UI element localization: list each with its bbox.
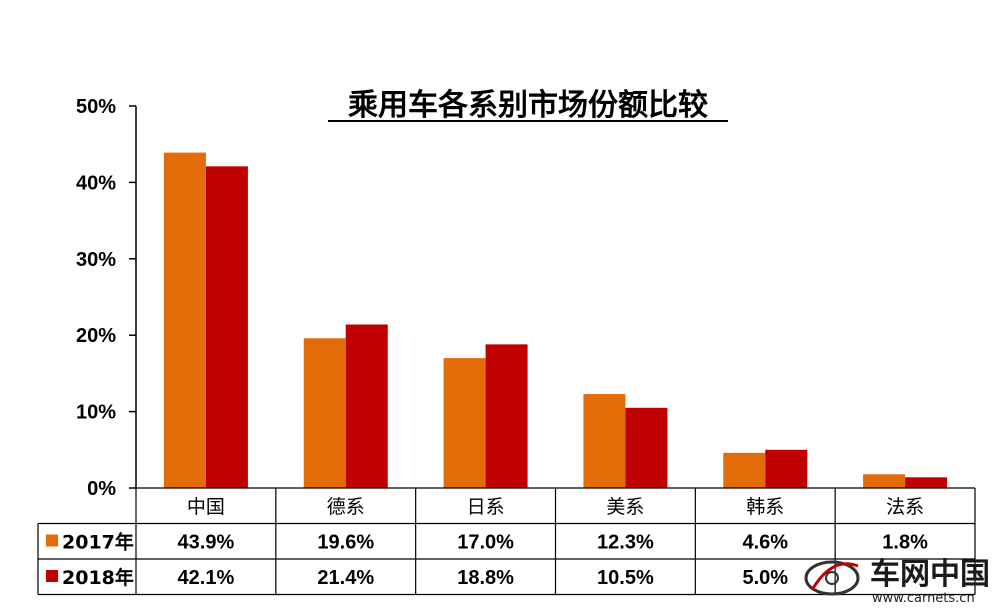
- x-category-label: 美系: [606, 496, 644, 518]
- data-label: 5.0%: [742, 567, 788, 589]
- y-tick-label: 20%: [76, 325, 116, 347]
- y-tick-label: 40%: [76, 172, 116, 194]
- data-label: 10.5%: [597, 567, 654, 589]
- bar-series2: [205, 166, 248, 488]
- y-axis: 0% 10% 20% 30% 40% 50%: [76, 96, 137, 500]
- data-label: 17.0%: [457, 532, 514, 554]
- bar-series1: [163, 152, 206, 488]
- bar-series2: [765, 449, 808, 488]
- watermark: 车网中国 www.carnets.cn: [804, 557, 990, 606]
- legend-swatch: [46, 570, 58, 582]
- data-table: 中国 德系 日系 美系 韩系 法系 2017年 43.9% 19.6% 17.0% 12.3% 4.6…: [37, 487, 976, 596]
- bar-series1: [303, 338, 346, 488]
- bar-series1: [723, 452, 766, 488]
- legend-label: 2018年: [62, 566, 134, 589]
- x-category-label: 法系: [886, 496, 924, 518]
- x-category-label: 韩系: [746, 496, 784, 518]
- chart-title: 乘用车各系别市场份额比较: [348, 88, 708, 123]
- bar-series2: [485, 344, 528, 488]
- data-label: 1.8%: [882, 532, 928, 554]
- watermark-name: 车网中国: [870, 557, 990, 592]
- bar-series2: [905, 477, 948, 488]
- x-category-label: 中国: [187, 496, 225, 518]
- legend-swatch: [46, 534, 58, 547]
- data-label: 43.9%: [178, 532, 235, 554]
- y-tick-label: 30%: [76, 249, 116, 271]
- watermark-url: www.carnets.cn: [872, 591, 975, 606]
- x-category-label: 德系: [327, 496, 365, 518]
- data-label: 12.3%: [597, 532, 654, 554]
- bars: [163, 152, 948, 488]
- bar-series2: [625, 407, 668, 488]
- x-category-label: 日系: [467, 496, 505, 518]
- carnets-logo-icon: [804, 560, 860, 596]
- data-label: 4.6%: [742, 532, 788, 554]
- bar-series1: [583, 394, 626, 488]
- bar-series1: [443, 358, 486, 488]
- bar-series1: [863, 474, 906, 488]
- bar-series2: [345, 324, 388, 488]
- y-tick-label: 0%: [87, 478, 116, 500]
- data-label: 42.1%: [178, 567, 235, 589]
- data-label: 21.4%: [317, 567, 374, 589]
- legend-label: 2017年: [62, 531, 134, 554]
- data-label: 19.6%: [317, 532, 374, 554]
- y-tick-label: 10%: [76, 402, 116, 424]
- y-tick-label: 50%: [76, 96, 116, 118]
- data-label: 18.8%: [457, 567, 514, 589]
